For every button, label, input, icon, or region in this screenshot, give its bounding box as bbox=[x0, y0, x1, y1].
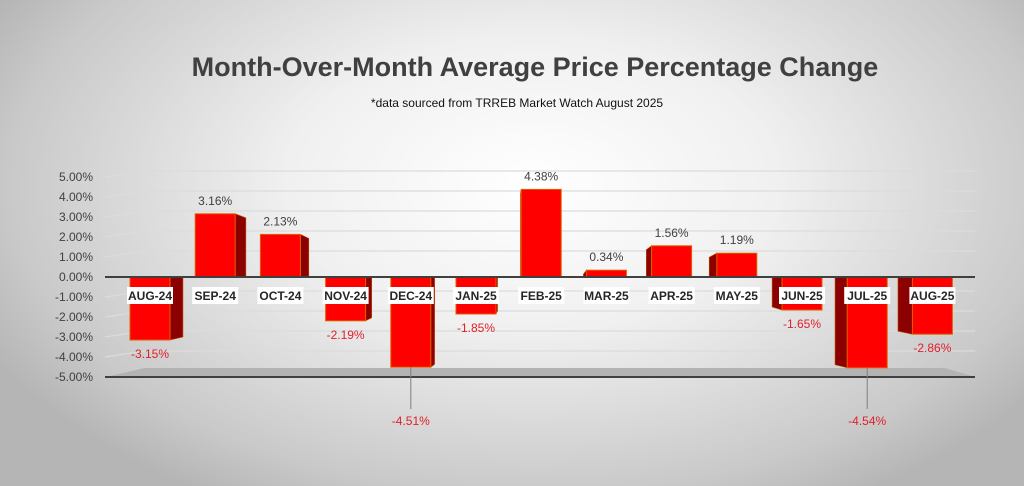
y-tick-label: -5.00% bbox=[55, 370, 93, 384]
bar-side bbox=[234, 213, 247, 278]
y-tick-label: -4.00% bbox=[55, 350, 93, 364]
bar-group bbox=[194, 213, 247, 278]
data-label: 1.56% bbox=[655, 226, 689, 240]
bar-group bbox=[520, 188, 562, 278]
data-label: -1.85% bbox=[457, 321, 495, 335]
bar-side bbox=[897, 276, 913, 335]
bar bbox=[911, 276, 953, 335]
bar-side bbox=[708, 252, 718, 278]
bar bbox=[194, 213, 236, 278]
data-label: -4.51% bbox=[392, 414, 430, 428]
category-label: JUN-25 bbox=[781, 289, 823, 303]
category-label-bg bbox=[387, 287, 434, 304]
data-label: -2.19% bbox=[327, 328, 365, 342]
data-label: -4.54% bbox=[848, 414, 886, 428]
bar bbox=[716, 252, 758, 278]
gridline bbox=[104, 210, 975, 218]
floor bbox=[105, 368, 975, 377]
category-label: OCT-24 bbox=[259, 289, 301, 303]
y-tick-label: 2.00% bbox=[59, 230, 93, 244]
category-label: JUL-25 bbox=[847, 289, 887, 303]
data-label: -1.65% bbox=[783, 317, 821, 331]
gridline bbox=[104, 350, 975, 358]
category-label: AUG-24 bbox=[128, 289, 172, 303]
category-label-bg bbox=[518, 287, 565, 304]
y-tick-label: 3.00% bbox=[59, 210, 93, 224]
category-label-bg bbox=[192, 287, 239, 304]
category-label: JAN-25 bbox=[455, 289, 497, 303]
category-label-bg bbox=[909, 287, 956, 304]
y-tick-label: -3.00% bbox=[55, 330, 93, 344]
category-label: MAY-25 bbox=[716, 289, 759, 303]
data-label: 1.19% bbox=[720, 233, 754, 247]
category-label: APR-25 bbox=[650, 289, 693, 303]
bar bbox=[259, 233, 301, 278]
category-label: MAR-25 bbox=[584, 289, 629, 303]
category-label-bg bbox=[453, 287, 499, 304]
bar-group bbox=[129, 276, 184, 341]
chart-title: Month-Over-Month Average Price Percentag… bbox=[191, 52, 879, 82]
category-label: NOV-24 bbox=[324, 289, 367, 303]
gridline bbox=[104, 230, 975, 238]
bar-group bbox=[259, 233, 310, 278]
category-label-bg bbox=[322, 287, 369, 304]
bar-side bbox=[300, 233, 310, 278]
chart-subtitle: *data sourced from TRREB Market Watch Au… bbox=[370, 96, 664, 110]
y-tick-label: 0.00% bbox=[59, 270, 93, 284]
data-label: 0.34% bbox=[589, 250, 623, 264]
category-label: AUG-25 bbox=[910, 289, 954, 303]
y-tick-label: -1.00% bbox=[55, 290, 93, 304]
bar-group bbox=[897, 276, 953, 335]
gridline bbox=[104, 250, 975, 258]
category-label-bg bbox=[779, 287, 825, 304]
bar bbox=[129, 276, 171, 341]
bar bbox=[585, 269, 627, 278]
bar bbox=[651, 245, 693, 278]
category-label-bg bbox=[257, 287, 304, 304]
category-label: FEB-25 bbox=[521, 289, 563, 303]
category-label-bg bbox=[844, 287, 891, 304]
y-tick-label: 1.00% bbox=[59, 250, 93, 264]
category-label-bg bbox=[713, 287, 760, 304]
bar-group bbox=[708, 252, 758, 278]
bar bbox=[520, 188, 562, 278]
y-tick-label: 4.00% bbox=[59, 190, 93, 204]
bar-group bbox=[645, 245, 693, 278]
category-label-bg bbox=[648, 287, 695, 304]
bar-side bbox=[169, 276, 184, 341]
data-label: -3.15% bbox=[131, 347, 169, 361]
y-tick-label: -2.00% bbox=[55, 310, 93, 324]
gridline bbox=[104, 170, 975, 178]
bar-side bbox=[645, 245, 652, 278]
data-label: -2.86% bbox=[913, 341, 951, 355]
gridline bbox=[104, 190, 975, 198]
y-tick-label: 5.00% bbox=[59, 170, 93, 184]
data-label: 3.16% bbox=[198, 194, 232, 208]
bar-group bbox=[583, 269, 627, 278]
category-label: DEC-24 bbox=[389, 289, 432, 303]
category-label: SEP-24 bbox=[195, 289, 237, 303]
category-label-bg bbox=[583, 287, 630, 304]
category-label-bg bbox=[127, 287, 173, 304]
data-label: 4.38% bbox=[524, 169, 558, 183]
data-label: 2.13% bbox=[263, 214, 297, 228]
